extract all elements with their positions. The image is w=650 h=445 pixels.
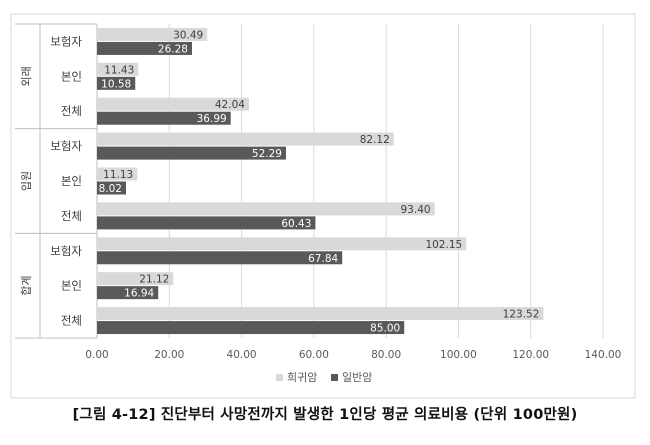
data-label: 16.94 bbox=[124, 288, 154, 300]
bar bbox=[97, 321, 405, 335]
bar bbox=[97, 216, 316, 230]
bars: 30.49 26.28 11.43 10.58 42.04 36.99 82.12 52.29… bbox=[97, 27, 544, 335]
legend-swatch bbox=[276, 374, 283, 381]
x-tick-label: 100.00 bbox=[440, 349, 477, 361]
data-label: 93.40 bbox=[401, 204, 431, 216]
x-tick-label: 20.00 bbox=[154, 349, 184, 361]
data-label: 11.13 bbox=[103, 169, 133, 181]
group-label: 외래 bbox=[20, 66, 33, 86]
category-label: 보험자 bbox=[50, 244, 82, 258]
bar bbox=[97, 76, 136, 90]
category-label: 보험자 bbox=[50, 139, 82, 153]
data-label: 30.49 bbox=[173, 29, 203, 41]
data-label: 52.29 bbox=[252, 148, 282, 160]
bar bbox=[97, 251, 343, 265]
bar bbox=[97, 202, 435, 216]
group-label: 입원 bbox=[20, 171, 33, 191]
bar bbox=[97, 237, 467, 251]
bar bbox=[97, 132, 394, 146]
bar bbox=[97, 97, 249, 111]
x-tick-label: 80.00 bbox=[371, 349, 401, 361]
category-label: 전체 bbox=[61, 209, 82, 223]
bar bbox=[97, 41, 192, 55]
bar bbox=[97, 27, 208, 41]
bar bbox=[97, 111, 231, 125]
data-label: 82.12 bbox=[360, 134, 390, 146]
data-label: 10.58 bbox=[101, 78, 131, 90]
legend-swatch bbox=[331, 374, 338, 381]
bar bbox=[97, 62, 139, 76]
bar bbox=[97, 167, 138, 181]
bar bbox=[97, 272, 174, 286]
data-label: 8.02 bbox=[99, 183, 122, 195]
data-label: 123.52 bbox=[503, 309, 540, 321]
category-label: 전체 bbox=[61, 314, 82, 328]
x-tick-labels: 0.00 20.00 40.00 60.00 80.00 100.00 120.00 140.… bbox=[85, 349, 621, 361]
bar bbox=[97, 286, 159, 300]
legend: 희귀암 일반암 bbox=[276, 370, 372, 384]
data-label: 85.00 bbox=[370, 323, 400, 335]
category-label: 보험자 bbox=[50, 34, 82, 48]
data-label: 26.28 bbox=[158, 43, 188, 55]
x-tick-label: 40.00 bbox=[227, 349, 257, 361]
bar bbox=[97, 181, 126, 195]
data-label: 21.12 bbox=[139, 274, 169, 286]
category-label: 전체 bbox=[61, 104, 82, 118]
x-tick-label: 140.00 bbox=[585, 349, 622, 361]
category-label: 본인 bbox=[61, 279, 82, 293]
data-label: 42.04 bbox=[215, 99, 245, 111]
bar bbox=[97, 307, 544, 321]
category-label: 본인 bbox=[61, 69, 82, 83]
group-label: 합계 bbox=[20, 276, 33, 296]
legend-label: 일반암 bbox=[342, 370, 372, 384]
category-label: 본인 bbox=[61, 174, 82, 188]
x-tick-label: 60.00 bbox=[299, 349, 329, 361]
data-label: 60.43 bbox=[281, 218, 311, 230]
x-tick-label: 0.00 bbox=[85, 349, 108, 361]
data-label: 11.43 bbox=[104, 64, 134, 76]
data-label: 36.99 bbox=[197, 113, 227, 125]
bar bbox=[97, 146, 286, 160]
legend-label: 희귀암 bbox=[287, 371, 317, 384]
x-tick-label: 120.00 bbox=[512, 349, 549, 361]
figure-caption: [그림 4-12] 진단부터 사망전까지 발생한 1인당 평균 의료비용 (단위… bbox=[72, 407, 578, 423]
data-label: 67.84 bbox=[308, 253, 338, 265]
data-label: 102.15 bbox=[425, 239, 462, 251]
